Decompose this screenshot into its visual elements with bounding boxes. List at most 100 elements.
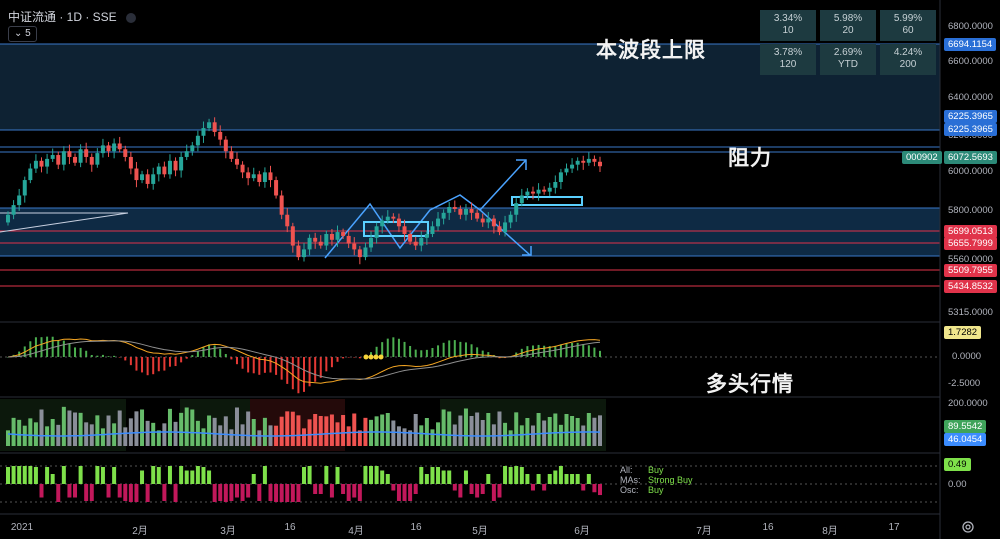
volume-bar <box>173 421 178 446</box>
price-tick: 6600.0000 <box>948 56 993 67</box>
volume-bar <box>6 430 10 446</box>
volume-bar <box>61 406 66 446</box>
candle-body <box>329 234 334 240</box>
rating-bar <box>296 484 301 502</box>
macd-bar <box>157 357 160 372</box>
macd-bar <box>599 350 601 357</box>
rating-bar <box>329 484 334 498</box>
symbol-title[interactable]: 中证流通 · 1D · SSE <box>8 10 117 24</box>
macd-bar <box>7 357 9 358</box>
volume-bar <box>564 414 569 446</box>
candle-body <box>61 151 66 165</box>
candle-body <box>190 145 195 152</box>
volume-bar <box>335 422 340 446</box>
candle-body <box>553 182 558 188</box>
volume-bar <box>558 424 563 446</box>
candle-body <box>374 226 379 238</box>
volume-bar <box>167 408 172 446</box>
rating-bar <box>469 484 474 494</box>
rating-bar <box>346 484 351 501</box>
candle-body <box>140 174 145 181</box>
candle-body <box>33 160 38 169</box>
macd-bar <box>565 343 568 357</box>
rating-bar <box>100 467 105 484</box>
candle-body <box>592 158 597 162</box>
macd-bar <box>464 342 467 357</box>
volume-bar <box>285 411 290 446</box>
rating-bar <box>201 467 206 484</box>
macd-bar <box>252 357 255 374</box>
rating-bar <box>6 467 10 484</box>
rating-bar <box>564 474 569 484</box>
candle-body <box>128 156 133 169</box>
macd-bar <box>90 354 93 357</box>
macd-bar <box>297 357 300 394</box>
volume-bar <box>73 412 78 446</box>
perf-pct: 3.34% <box>773 13 803 24</box>
macd-bar <box>448 340 451 357</box>
volume-bar <box>17 419 22 446</box>
rating-bar <box>497 484 502 498</box>
candle-body <box>89 156 94 165</box>
rating-bar <box>17 466 22 484</box>
gear-icon[interactable] <box>962 521 974 533</box>
macd-bar <box>62 340 65 357</box>
rating-bar <box>436 467 441 484</box>
macd-bar <box>487 352 490 357</box>
price-tick: 6000.0000 <box>948 166 993 177</box>
rating-bar <box>117 484 122 498</box>
rating-bar <box>223 484 228 502</box>
candle-body <box>218 131 223 140</box>
macd-bar <box>554 345 557 357</box>
rating-bar <box>290 484 295 502</box>
rating-bar <box>530 484 535 491</box>
rating-bar <box>419 467 424 484</box>
perf-period: YTD <box>838 59 858 70</box>
price-tick: 6400.0000 <box>948 92 993 103</box>
rating-bar <box>458 484 463 498</box>
time-tick: 4月 <box>348 526 364 537</box>
perf-pct: 4.24% <box>893 47 923 58</box>
candle-body <box>201 128 206 136</box>
rating-current-tag: 0.49 <box>944 458 971 471</box>
rating-bar <box>514 466 519 484</box>
rating-bar <box>480 484 485 494</box>
rating-bar <box>22 466 27 484</box>
candle-body <box>491 218 496 227</box>
candle-body <box>234 158 239 165</box>
volume-bar <box>463 408 468 446</box>
rating-bar <box>581 484 586 491</box>
candle-body <box>447 207 452 213</box>
candle-body <box>385 216 390 221</box>
macd-bar <box>208 344 211 357</box>
last-price-tag: 6072.5693 <box>944 151 997 164</box>
rating-bar <box>218 484 223 501</box>
interval-button[interactable]: ⌄ 5 <box>8 26 37 42</box>
candle-body <box>598 161 602 167</box>
volume-bar <box>39 409 44 446</box>
macd-bar <box>358 357 361 359</box>
chart-header: 中证流通 · 1D · SSE <box>8 8 137 25</box>
macd-bar <box>319 357 322 378</box>
candle-body <box>112 143 117 152</box>
legend-key: All: <box>620 465 633 475</box>
macd-bar <box>593 347 596 357</box>
annotation-bull-market: 多头行情 <box>706 373 794 396</box>
candle-body <box>402 226 407 234</box>
volume-bar <box>78 412 83 446</box>
candle-body <box>436 218 441 227</box>
candle-body <box>564 168 569 173</box>
macd-bar <box>263 357 266 373</box>
macd-bar <box>235 357 238 365</box>
rating-bar <box>396 484 401 501</box>
candle-body <box>536 189 541 194</box>
rating-legend: All: Buy MAs: Strong Buy Osc: Buy <box>620 465 693 495</box>
macd-bar <box>353 357 356 358</box>
macd-bar <box>481 350 484 357</box>
volume-bar <box>369 419 374 446</box>
macd-bar <box>269 357 272 373</box>
volume-bar <box>145 420 150 446</box>
volume-bar <box>514 412 519 446</box>
macd-bar <box>168 357 171 367</box>
